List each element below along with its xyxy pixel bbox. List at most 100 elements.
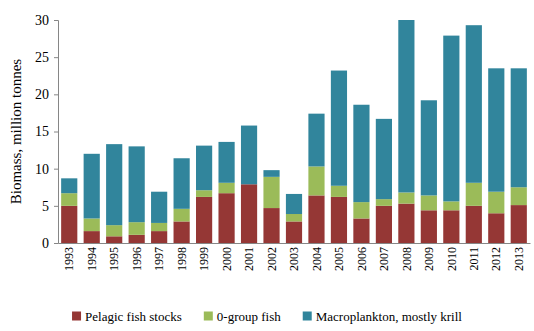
x-tick-label: 1994 [85,247,99,271]
bar [398,204,414,243]
x-tick: 1993 [62,243,76,271]
bar [466,25,482,183]
x-axis-line [59,243,531,244]
y-tick: 25 [35,50,58,65]
bar [488,213,504,243]
y-tick-mark [54,94,58,95]
bar [443,201,459,210]
y-tick-label: 10 [35,162,49,177]
y-axis-line [54,21,59,244]
bar [174,221,190,243]
bar [308,195,324,243]
bar [398,192,414,203]
bar [263,208,279,243]
y-tick: 10 [35,162,58,177]
bar [353,202,369,218]
y-tick-mark [54,20,58,21]
x-tick-label: 2008 [400,247,414,271]
x-tick-label: 2000 [220,247,234,271]
x-tick-label: 2013 [512,247,526,271]
x-tick-label: 2005 [332,247,346,271]
bar [353,105,369,202]
x-tick-label: 1995 [107,247,121,271]
bar [174,158,190,209]
bar [511,68,527,187]
x-tick-label: 2011 [467,247,481,271]
bar [421,210,437,243]
y-tick-label: 30 [35,13,49,28]
bar [218,142,234,183]
bar [421,100,437,195]
y-tick-label: 5 [42,199,49,214]
bar [443,210,459,243]
bar [151,192,167,223]
x-tick: 1999 [197,243,211,271]
x-tick-label: 2001 [242,247,256,271]
x-tick: 2012 [489,243,503,271]
bar [129,235,145,243]
y-tick-label: 15 [35,124,49,139]
x-tick-label: 1993 [62,247,76,271]
legend-label: 0-group fish [217,309,281,324]
x-tick: 2011 [467,243,481,271]
bar [84,231,100,243]
legend: Pelagic fish stocks 0-group fish Macroplan… [72,309,462,324]
y-axis-title: Biomass, million tonnes [8,59,24,205]
bar [151,231,167,243]
x-tick-label: 2012 [489,247,503,271]
x-tick: 2003 [287,243,301,271]
y-tick-label: 0 [42,236,49,251]
bar [61,206,77,243]
legend-swatch [204,312,213,321]
bar [331,197,347,243]
bar [263,177,279,208]
legend-label: Pelagic fish stocks [85,309,182,324]
bar [353,218,369,243]
x-tick-label: 1996 [130,247,144,271]
series-bars [61,20,527,225]
x-tick: 1994 [85,243,99,271]
bar [376,119,392,199]
x-tick: 2002 [265,243,279,271]
bar [174,209,190,222]
bar [106,225,122,236]
x-tick: 2006 [355,243,369,271]
bar [466,206,482,243]
x-tick-label: 2006 [355,247,369,271]
x-tick: 2004 [310,243,324,271]
y-tick: 15 [35,124,58,139]
legend-item: Macroplankton, mostly krill [303,309,463,324]
x-tick: 1997 [152,243,166,271]
x-tick: 2001 [242,243,256,271]
bar [443,36,459,202]
y-tick: 30 [35,13,58,28]
bar [196,146,212,191]
y-axis: 051015202530 [35,13,59,251]
bar [331,186,347,197]
bar [106,144,122,225]
x-tick-label: 2009 [422,247,436,271]
x-tick-label: 2002 [265,247,279,271]
bar [84,218,100,231]
bar [106,236,122,243]
x-tick-label: 1998 [175,247,189,271]
bar [129,146,145,222]
chart: 0510152025301993199419951996199719981999… [0,0,534,331]
legend-swatch [72,312,81,321]
bar [511,205,527,243]
y-tick-mark [54,169,58,170]
bar [286,194,302,214]
x-tick: 2000 [220,243,234,271]
x-tick-label: 1999 [197,247,211,271]
bars [61,20,527,243]
bar [398,20,414,192]
bar [61,193,77,206]
bar [308,166,324,195]
bar [241,126,257,185]
x-tick-label: 2003 [287,247,301,271]
bar [331,71,347,186]
x-tick: 2010 [445,243,459,271]
x-tick: 2005 [332,243,346,271]
x-tick: 2007 [377,243,391,271]
bar [196,197,212,243]
